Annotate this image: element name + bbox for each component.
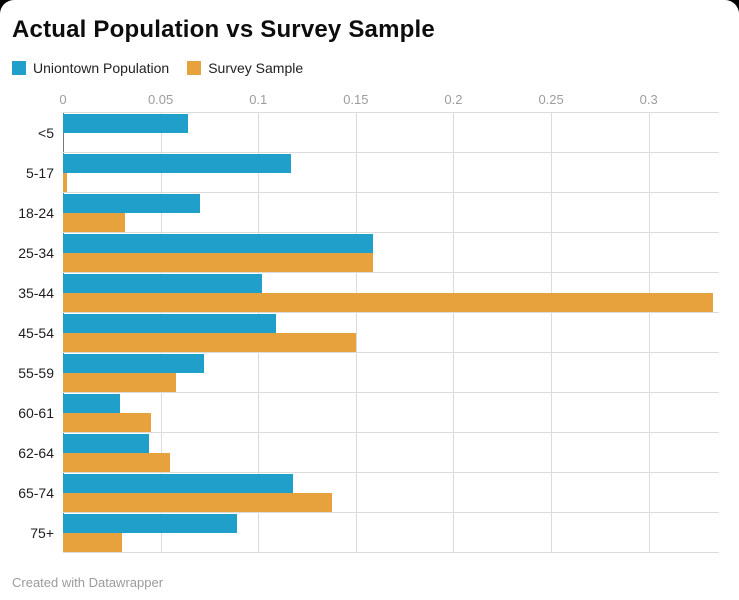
category-label: <5 (38, 124, 54, 141)
category-row: 35-44 (18, 272, 719, 312)
bar-uniontown-population (63, 274, 263, 293)
bar-survey-sample (63, 213, 126, 232)
category-row: 45-54 (18, 312, 719, 352)
gridline (355, 112, 357, 553)
category-label: 75+ (30, 524, 54, 541)
category-label: 5-17 (25, 164, 54, 181)
category-label: 18-24 (18, 204, 54, 221)
bar-survey-sample (63, 293, 714, 312)
bar-uniontown-population (63, 314, 276, 333)
legend-label-population: Uniontown Population (33, 60, 170, 76)
bar-survey-sample (63, 493, 333, 512)
legend-item-survey-sample: Survey Sample (187, 60, 303, 76)
category-label: 60-61 (18, 404, 54, 421)
category-label: 45-54 (18, 324, 54, 341)
x-tick-label: 0 (59, 92, 67, 107)
rows: <5 5-17 18-24 25-34 35-44 45-54 55-59 60-61 62-6… (18, 112, 719, 553)
bar-survey-sample (63, 373, 177, 392)
bar-uniontown-population (63, 394, 120, 413)
gridline (551, 112, 553, 553)
attribution: Created with Datawrapper (12, 575, 164, 590)
x-tick-label: 0.25 (538, 92, 564, 107)
bar-chart: 0 0.05 0.1 0.15 0.2 0.25 0.3 <5 5-17 18-24 25-34 3… (10, 92, 719, 553)
bar-survey-sample (63, 253, 374, 272)
x-axis: 0 0.05 0.1 0.15 0.2 0.25 0.3 (59, 92, 719, 112)
bar-uniontown-population (63, 114, 188, 133)
x-tick-label: 0.3 (639, 92, 658, 107)
bar-survey-sample (63, 173, 67, 192)
category-row: 62-64 (18, 432, 719, 472)
plot-area: <5 5-17 18-24 25-34 35-44 45-54 55-59 60-61 62-6… (18, 112, 719, 553)
x-tick-label: 0.15 (343, 92, 369, 107)
category-row: 65-74 (18, 472, 719, 512)
bar-uniontown-population (63, 154, 292, 173)
legend: Uniontown Population Survey Sample (12, 60, 719, 76)
gridline (648, 112, 650, 553)
bar-survey-sample (63, 453, 171, 472)
category-row: 5-17 (26, 152, 719, 192)
category-label: 65-74 (18, 484, 54, 501)
category-label: 62-64 (18, 444, 54, 461)
bar-survey-sample (63, 333, 356, 352)
gridline (453, 112, 455, 553)
category-label: 55-59 (18, 364, 54, 381)
bar-survey-sample (63, 413, 151, 432)
bar-uniontown-population (63, 434, 149, 453)
bar-survey-sample (63, 533, 122, 552)
category-row: 25-34 (18, 232, 719, 272)
legend-item-uniontown-population: Uniontown Population (12, 60, 169, 76)
legend-swatch-survey (187, 61, 202, 75)
x-tick-label: 0.05 (147, 92, 174, 107)
category-label: 25-34 (18, 244, 54, 261)
legend-swatch-population (12, 61, 26, 75)
bar-uniontown-population (63, 514, 237, 533)
category-row: <5 (38, 112, 719, 152)
bar-uniontown-population (63, 354, 204, 373)
bar-uniontown-population (63, 474, 294, 493)
x-tick-label: 0.2 (444, 92, 463, 107)
category-row: 60-61 (18, 392, 719, 432)
legend-label-survey: Survey Sample (208, 60, 304, 76)
category-label: 35-44 (18, 284, 54, 301)
chart-title: Actual Population vs Survey Sample (12, 16, 435, 43)
bar-uniontown-population (63, 194, 200, 213)
bar-uniontown-population (63, 234, 374, 253)
category-row: 75+ (30, 512, 719, 552)
x-tick-label: 0.1 (249, 92, 268, 107)
category-row: 55-59 (18, 352, 719, 392)
category-row: 18-24 (18, 192, 719, 232)
